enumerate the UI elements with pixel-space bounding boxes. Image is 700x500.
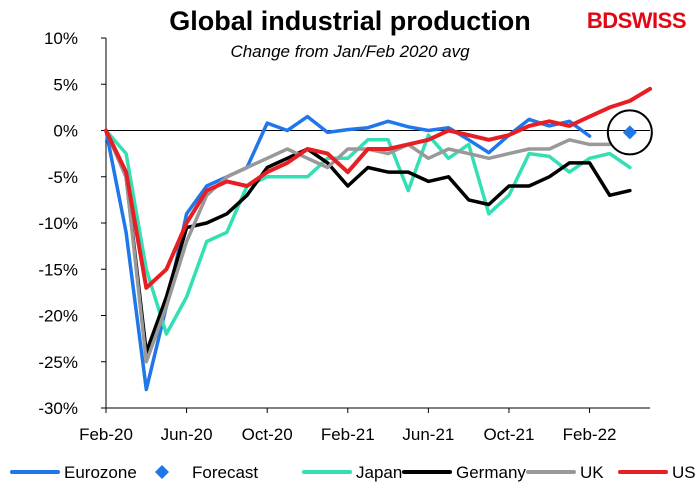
x-tick-label: Jun-21 bbox=[402, 425, 454, 444]
series-line-uk bbox=[104, 128, 612, 364]
series-line-germany bbox=[104, 128, 632, 355]
x-tick-label: Jun-20 bbox=[161, 425, 213, 444]
x-tick-label: Oct-20 bbox=[242, 425, 293, 444]
y-tick-label: -15% bbox=[38, 260, 78, 279]
forecast-highlight-circle bbox=[606, 109, 653, 156]
legend-label-germany: Germany bbox=[456, 463, 526, 482]
legend-swatch-forecast bbox=[155, 465, 169, 479]
x-tick-label: Feb-20 bbox=[79, 425, 133, 444]
y-tick-label: 0% bbox=[53, 122, 78, 141]
x-tick-label: Feb-21 bbox=[321, 425, 375, 444]
legend-label-us: US bbox=[672, 463, 696, 482]
series-line-japan bbox=[104, 128, 632, 336]
x-tick-label: Feb-22 bbox=[563, 425, 617, 444]
y-tick-label: -30% bbox=[38, 399, 78, 418]
legend-label-japan: Japan bbox=[356, 463, 402, 482]
y-tick-label: -10% bbox=[38, 214, 78, 233]
series-line-us bbox=[104, 86, 652, 290]
y-tick-label: -25% bbox=[38, 353, 78, 372]
legend-label-uk: UK bbox=[580, 463, 604, 482]
brand-logo-text: BDSWISS bbox=[586, 8, 687, 33]
chart-subtitle: Change from Jan/Feb 2020 avg bbox=[230, 42, 470, 61]
legend-label-eurozone: Eurozone bbox=[64, 463, 137, 482]
y-tick-label: -20% bbox=[38, 307, 78, 326]
y-tick-label: 10% bbox=[44, 29, 78, 48]
forecast-marker bbox=[622, 125, 637, 140]
x-tick-label: Oct-21 bbox=[483, 425, 534, 444]
legend-label-forecast: Forecast bbox=[192, 463, 258, 482]
chart-title: Global industrial production bbox=[169, 6, 531, 36]
y-tick-label: 5% bbox=[53, 75, 78, 94]
y-tick-label: -5% bbox=[48, 168, 78, 187]
brand-logo: BDSWISS bbox=[586, 8, 687, 34]
